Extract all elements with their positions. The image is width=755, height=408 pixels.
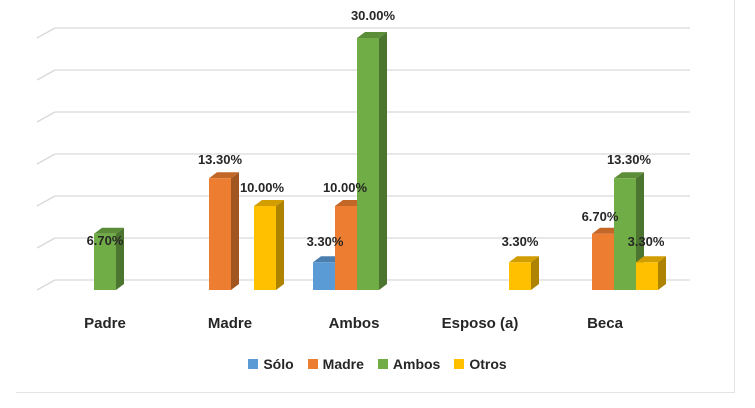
data-label: 10.00% — [323, 180, 368, 195]
gridline-depth — [36, 27, 56, 39]
legend-swatch-solo — [248, 359, 259, 369]
data-label: 13.30% — [198, 152, 243, 167]
legend-swatch-otros — [454, 359, 465, 369]
gridline-depth — [36, 195, 56, 207]
bar-madre-madre — [209, 172, 239, 290]
legend-item-madre: Madre — [307, 356, 364, 372]
bar-ambos-ambos — [357, 32, 387, 290]
data-label: 3.30% — [307, 234, 344, 249]
category-label: Ambos — [329, 315, 380, 332]
data-label: 6.70% — [87, 233, 124, 248]
data-label: 30.00% — [351, 8, 396, 23]
legend-item-solo: Sólo — [248, 356, 294, 372]
data-label: 6.70% — [582, 209, 619, 224]
gridline-depth — [36, 69, 56, 81]
gridline-depth — [36, 111, 56, 123]
category-label: Beca — [587, 315, 624, 332]
category-label: Madre — [208, 315, 252, 332]
gridline-depth — [36, 279, 56, 291]
legend-label: Madre — [322, 356, 364, 372]
legend-swatch-madre — [307, 359, 318, 369]
chart-frame — [16, 0, 735, 393]
bar-beca-otros — [636, 256, 666, 290]
bar-padre-ambos — [94, 227, 124, 290]
data-label: 10.00% — [240, 180, 285, 195]
legend-label: Otros — [469, 356, 507, 372]
gridline-depth — [36, 153, 56, 165]
gridline-depth — [36, 237, 56, 249]
legend-label: Ambos — [392, 356, 441, 372]
data-label: 13.30% — [607, 152, 652, 167]
legend-item-otros: Otros — [454, 356, 507, 372]
bar-madre-otros — [254, 200, 284, 290]
legend-label: Sólo — [263, 356, 294, 372]
legend-swatch-ambos — [377, 359, 388, 369]
legend-item-ambos: Ambos — [377, 356, 441, 372]
bar-esposo-a-otros — [509, 256, 539, 290]
data-label: 3.30% — [628, 234, 665, 249]
category-label: Padre — [84, 315, 126, 332]
category-label: Esposo (a) — [442, 315, 519, 332]
data-label: 3.30% — [502, 234, 539, 249]
legend: Sólo Madre Ambos Otros — [0, 356, 755, 372]
